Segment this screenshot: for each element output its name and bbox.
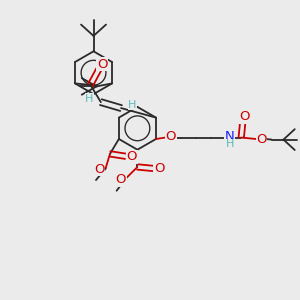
Text: O: O	[166, 130, 176, 143]
Text: O: O	[154, 162, 165, 175]
Text: N: N	[225, 130, 235, 143]
Text: O: O	[127, 150, 137, 163]
Text: H: H	[85, 94, 94, 103]
Text: H: H	[128, 100, 136, 110]
Text: O: O	[94, 163, 105, 176]
Text: O: O	[116, 173, 126, 186]
Text: O: O	[256, 133, 267, 146]
Text: H: H	[226, 139, 234, 149]
Text: O: O	[239, 110, 250, 123]
Text: O: O	[97, 58, 108, 70]
